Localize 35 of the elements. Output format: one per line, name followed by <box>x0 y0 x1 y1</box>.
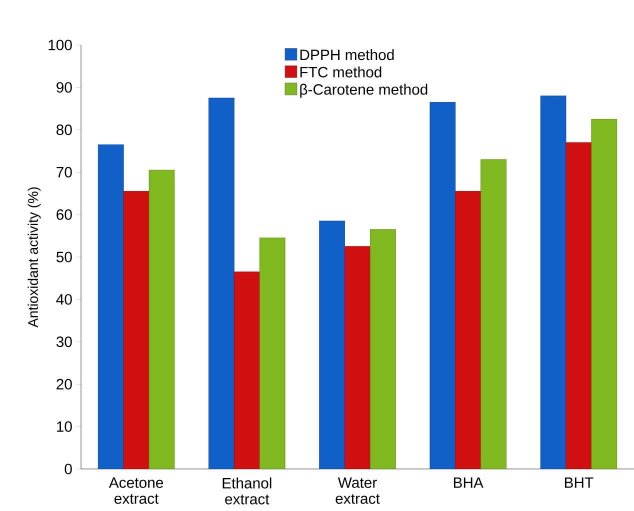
legend-label: FTC method <box>300 66 382 78</box>
x-tick-label: BHT <box>564 478 594 488</box>
bar <box>591 118 618 469</box>
x-tick-label: Water extract <box>336 478 380 504</box>
bar <box>455 191 482 469</box>
bar <box>148 170 175 469</box>
x-tick-label: Ethanol extract <box>222 478 272 504</box>
y-tick-label: 30 <box>56 336 72 348</box>
y-tick-label: 80 <box>56 124 72 136</box>
bar <box>430 102 456 469</box>
bar <box>208 98 234 469</box>
bar <box>259 238 286 469</box>
y-axis-title: Antioxidant activity (%) <box>28 187 41 328</box>
y-tick-label: 0 <box>64 464 72 474</box>
bar <box>370 229 396 469</box>
x-tick-label: BHA <box>454 478 484 488</box>
y-tick-label: 90 <box>56 82 72 93</box>
bar <box>98 144 124 469</box>
bar <box>566 142 592 469</box>
y-tick-label: 40 <box>56 294 72 305</box>
y-tick-label: 100 <box>48 40 72 50</box>
bar <box>234 272 260 469</box>
legend-label: DPPH method <box>300 49 394 60</box>
bar <box>480 159 506 469</box>
y-tick-label: 20 <box>56 378 72 390</box>
y-tick-label: 10 <box>57 421 72 432</box>
bar <box>319 220 345 469</box>
bar <box>123 191 150 469</box>
bar <box>344 246 370 469</box>
bar <box>540 96 566 469</box>
x-tick-label: Acetone extract <box>108 478 164 504</box>
y-tick-label: 70 <box>56 166 72 178</box>
y-tick-label: 60 <box>56 209 72 220</box>
y-tick-label: 50 <box>56 252 72 262</box>
legend-label: β-Carotene method <box>300 84 428 98</box>
